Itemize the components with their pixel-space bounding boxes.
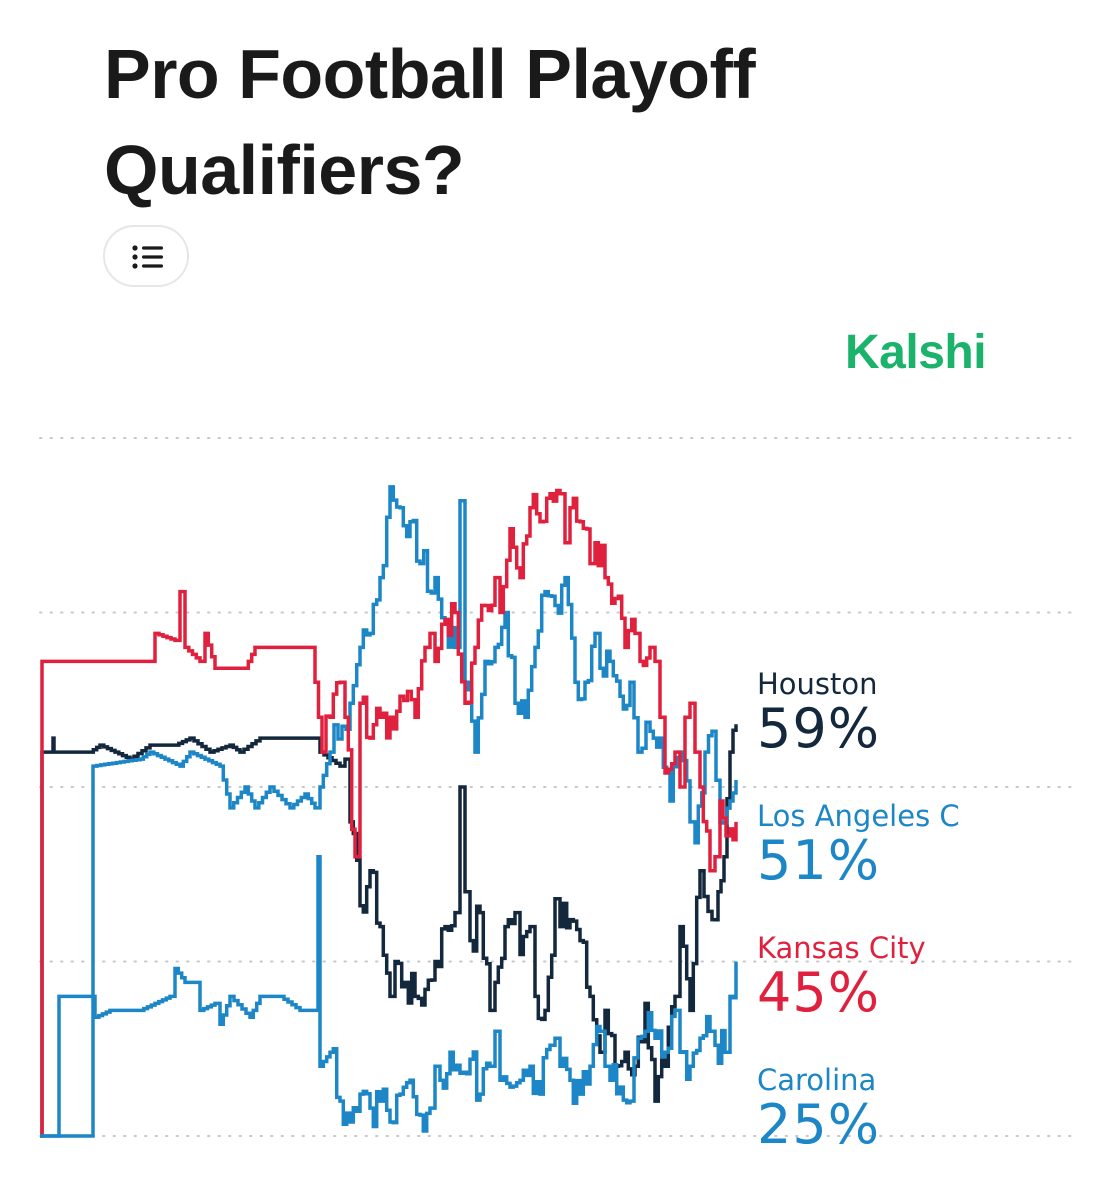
label-kansas-city: Kansas City 45% [757,932,926,1022]
series-value-carolina: 25% [757,1093,881,1156]
chart-grid [39,437,1073,1137]
series-value-houston: 59% [757,697,881,760]
series-value-kansas-city: 45% [757,961,881,1024]
label-carolina: Carolina 25% [757,1064,880,1154]
series-line-kansas-city [40,488,738,1138]
series-value-los-angeles-c: 51% [757,829,881,892]
chart-lines [40,485,738,1138]
brand-logo: Kalshi [845,326,987,379]
series-line-los-angeles-c [40,485,738,1138]
series-line-carolina [40,855,738,1138]
label-los-angeles-c: Los Angeles C 51% [757,800,960,890]
label-houston: Houston 59% [757,668,880,758]
series-name-carolina: Carolina [757,1063,877,1097]
list-view-button[interactable] [103,225,189,287]
series-name-kansas-city: Kansas City [757,931,926,965]
series-name-houston: Houston [757,667,878,701]
page-title: Pro Football Playoff Qualifiers? [104,35,756,209]
series-name-los-angeles-c: Los Angeles C [757,799,960,833]
list-icon [132,245,163,269]
series-line-houston [40,724,738,1138]
